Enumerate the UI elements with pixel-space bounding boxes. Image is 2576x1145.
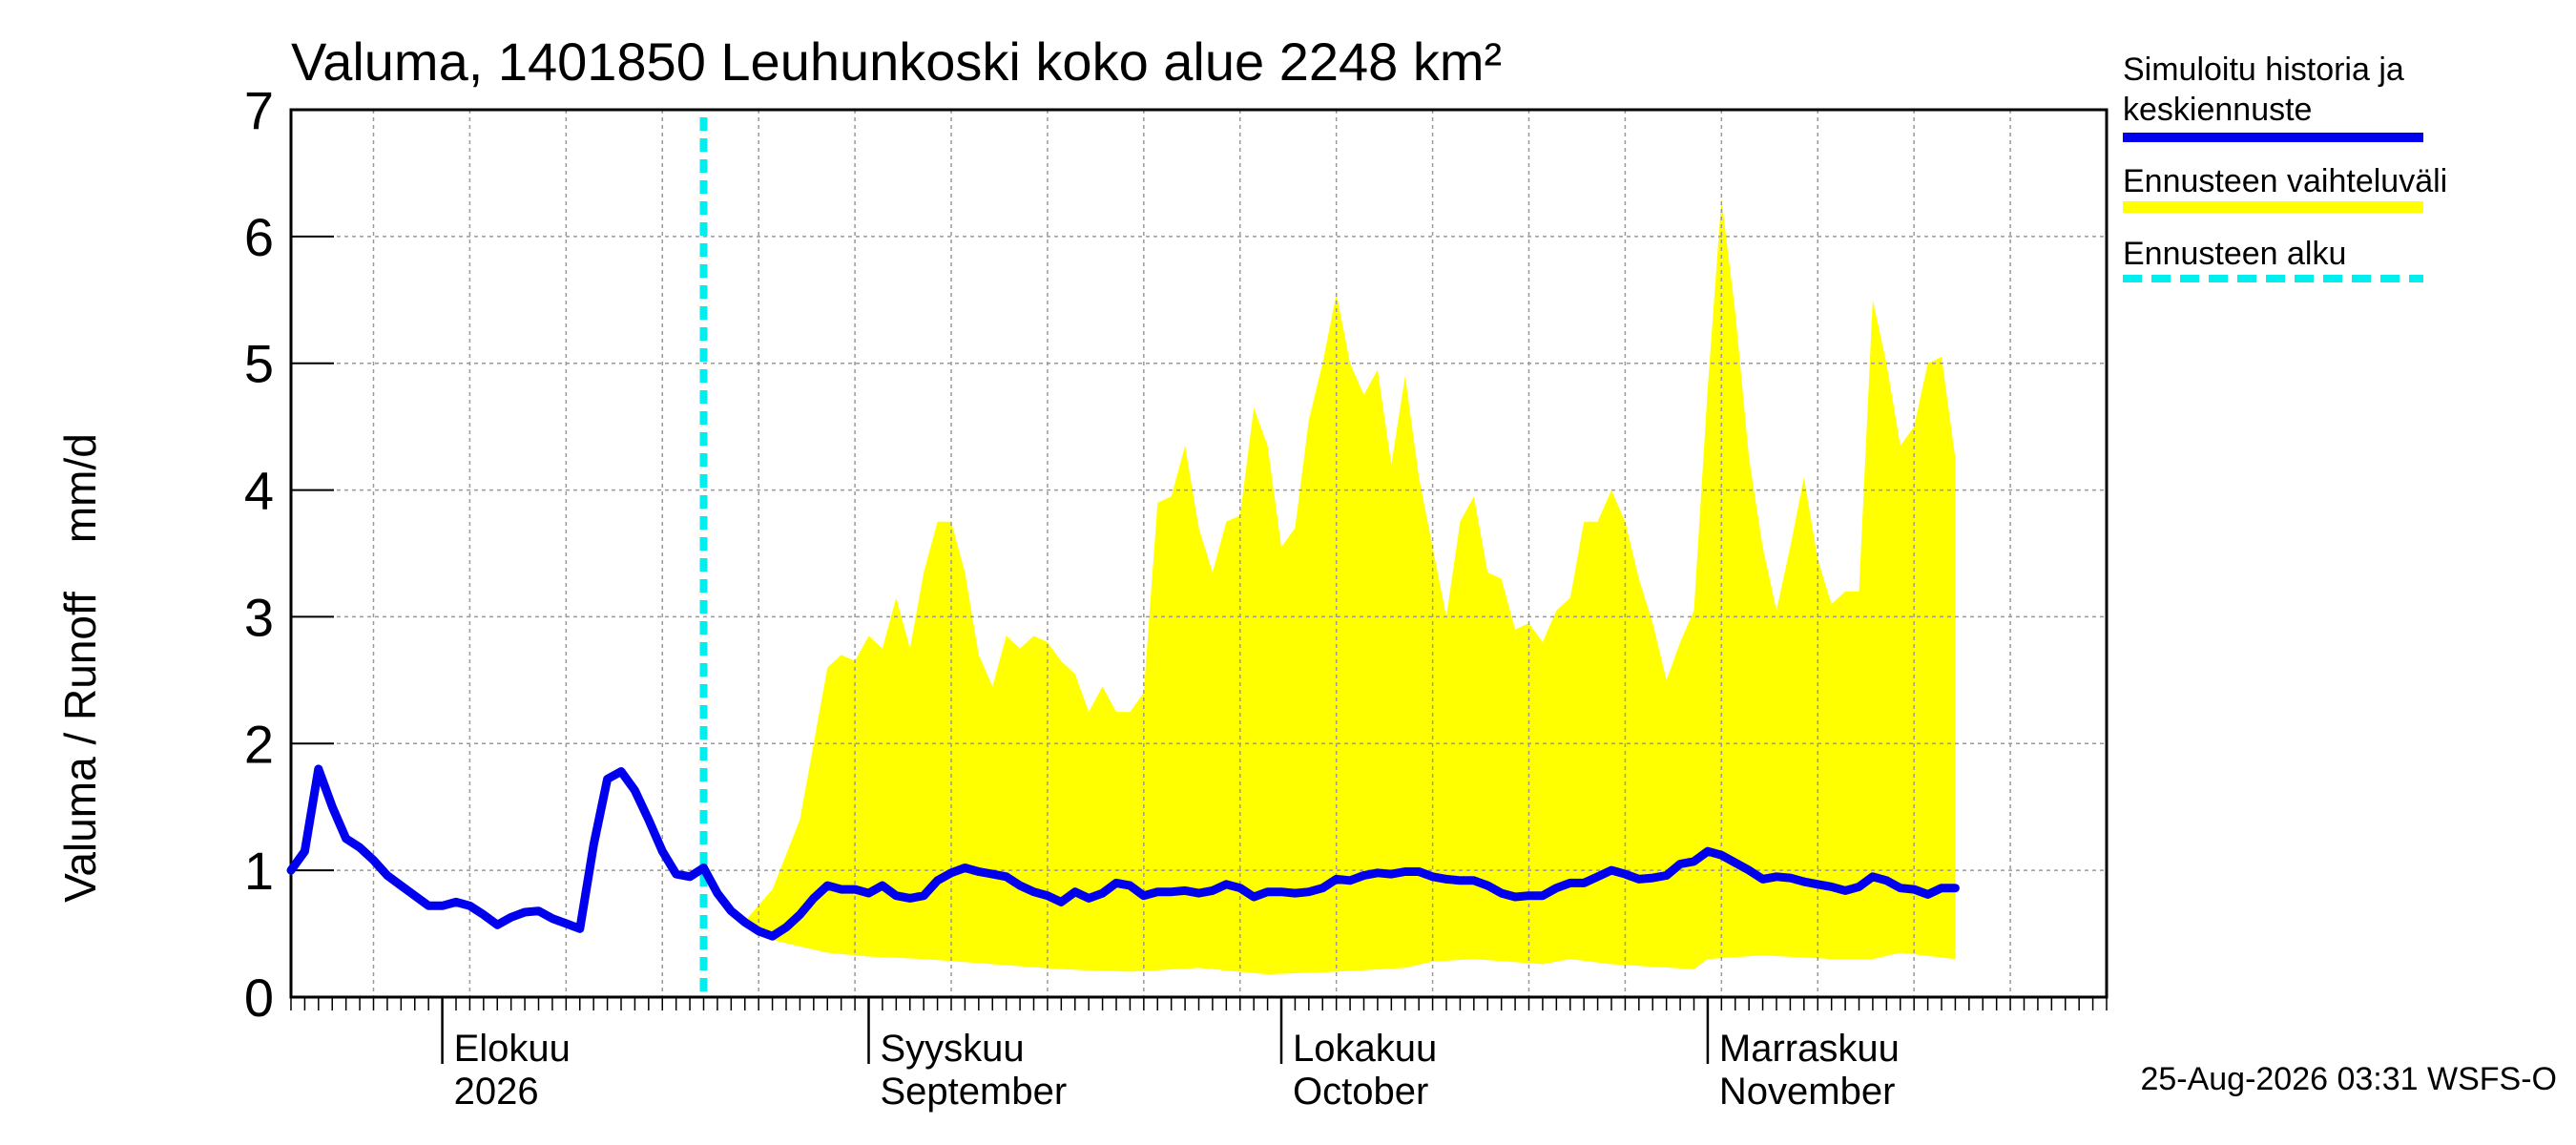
month-label-secondary: November	[1719, 1071, 1896, 1113]
y-tick-label: 2	[244, 714, 274, 774]
legend-range-label: Ennusteen vaihteluväli	[2123, 163, 2447, 199]
legend-forecast-start-label: Ennusteen alku	[2123, 236, 2346, 272]
month-label: Lokakuu	[1293, 1028, 1437, 1070]
legend: Simuloitu historia ja keskiennuste Ennus…	[2123, 52, 2447, 282]
month-label-secondary: October	[1293, 1071, 1428, 1113]
y-axis-label-text: Valuma / Runoff mm/d	[55, 433, 105, 903]
y-tick-label: 7	[244, 80, 274, 140]
legend-history-line2: keskiennuste	[2123, 92, 2312, 128]
y-tick-label: 3	[244, 587, 274, 647]
month-label: Marraskuu	[1719, 1028, 1900, 1070]
timestamp: 25-Aug-2026 03:31 WSFS-O	[2140, 1061, 2557, 1097]
y-axis-label: Valuma / Runoff mm/d	[55, 433, 105, 903]
month-label-secondary: September	[881, 1071, 1068, 1113]
y-tick-label: 5	[244, 334, 274, 394]
history-forecast-line	[286, 764, 1960, 941]
chart-title: Valuma, 1401850 Leuhunkoski koko alue 22…	[291, 31, 1502, 92]
y-tick-label: 0	[244, 968, 274, 1028]
legend-history-line1: Simuloitu historia ja	[2123, 52, 2404, 88]
y-tick-label: 4	[244, 461, 274, 521]
y-tick-label: 1	[244, 841, 274, 901]
month-label: Syyskuu	[881, 1028, 1025, 1070]
forecast-range-band	[744, 198, 1956, 975]
month-label: Elokuu	[454, 1028, 571, 1070]
y-tick-label: 6	[244, 207, 274, 267]
plot-frame	[289, 108, 2109, 999]
month-label-secondary: 2026	[454, 1071, 539, 1113]
